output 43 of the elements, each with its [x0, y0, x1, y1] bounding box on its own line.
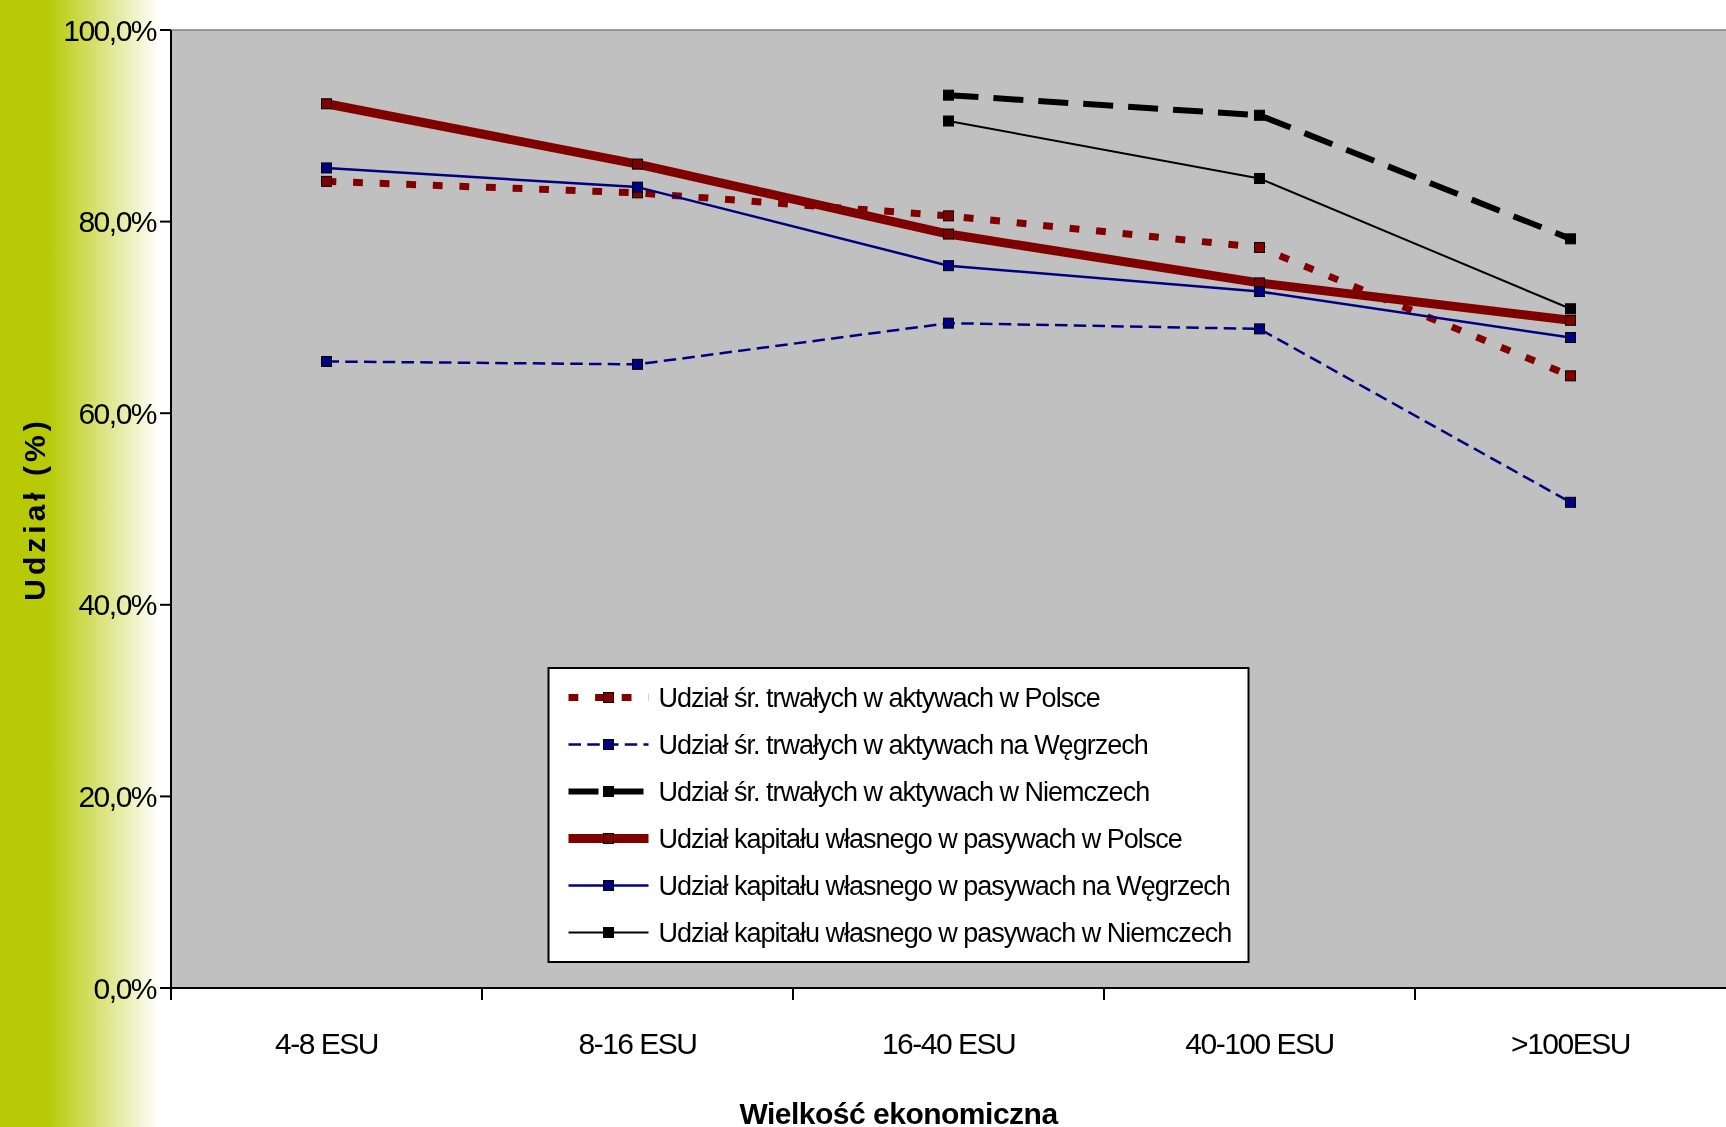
point — [1565, 370, 1576, 382]
point — [1565, 314, 1576, 326]
x-tick-label: 16-40 ESU — [881, 1026, 1016, 1060]
point — [1565, 332, 1576, 344]
point — [943, 210, 954, 222]
point — [632, 158, 643, 170]
point — [1254, 172, 1265, 184]
point — [1254, 323, 1265, 335]
legend-label: Udział śr. trwałych w aktywach na Węgrzech — [658, 729, 1148, 760]
legend-label: Udział kapitału własnego w pasywach na Węgrzech — [658, 870, 1230, 901]
legend-label: Udział kapitału własnego w pasywach w Polsce — [658, 823, 1182, 854]
x-tick-label: 8-16 ESU — [578, 1026, 697, 1060]
point — [1254, 241, 1265, 253]
y-tick-label: 20,0% — [78, 779, 157, 813]
x-tick-label: >100ESU — [1511, 1026, 1630, 1060]
x-tick-label: 4-8 ESU — [275, 1026, 378, 1060]
x-axis-title: Wielkość ekonomiczna — [739, 1096, 1059, 1127]
point — [1565, 496, 1576, 508]
point — [321, 162, 332, 174]
y-tick-label: 0,0% — [93, 971, 157, 1005]
point — [943, 228, 954, 240]
point — [632, 181, 643, 193]
y-tick-label: 100,0% — [63, 13, 157, 47]
point — [943, 260, 954, 272]
y-tick-label: 40,0% — [78, 588, 157, 622]
point — [632, 358, 643, 370]
point — [943, 317, 954, 329]
point — [1565, 303, 1576, 315]
point — [321, 175, 332, 187]
point — [1254, 286, 1265, 298]
y-axis-title: Udział (%) — [17, 417, 51, 601]
y-tick-label: 80,0% — [78, 205, 157, 239]
point — [943, 115, 954, 127]
legend-label: Udział śr. trwałych w aktywach w Polsce — [658, 682, 1100, 713]
legend-label: Udział śr. trwałych w aktywach w Niemczech — [658, 776, 1150, 807]
point — [1565, 233, 1576, 245]
point — [321, 355, 332, 367]
point — [1254, 109, 1265, 121]
y-tick-label: 60,0% — [78, 396, 157, 430]
legend-label: Udział kapitału własnego w pasywach w Niemczech — [658, 917, 1232, 948]
x-tick-label: 40-100 ESU — [1185, 1026, 1334, 1060]
point — [321, 98, 332, 110]
point — [943, 89, 954, 101]
